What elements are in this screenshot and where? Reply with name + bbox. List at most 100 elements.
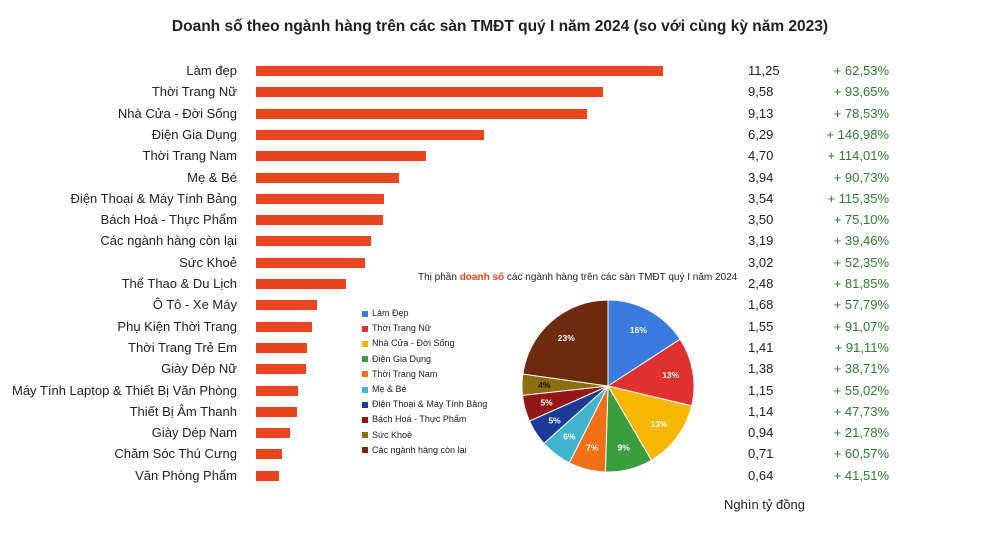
bar — [256, 428, 291, 439]
pie-title-part-3: các ngành hàng trên các sàn TMĐT quý I n… — [504, 272, 738, 283]
category-label: Làm đẹp — [186, 63, 237, 78]
value-label: 9,58 — [748, 84, 774, 100]
legend-label: Thời Trang Nữ — [372, 323, 431, 334]
legend-swatch — [362, 386, 368, 393]
legend-label: Bách Hoá - Thực Phẩm — [372, 414, 467, 425]
change-label: + 52,35% — [833, 254, 889, 270]
value-label: 11,25 — [748, 63, 780, 78]
bar — [256, 257, 366, 268]
legend-item: Bách Hoá - Thực Phẩm — [362, 414, 466, 424]
pie-title-highlight: doanh số — [459, 272, 505, 283]
category-label: Mẹ & Bé — [187, 169, 237, 185]
pie-slice — [606, 385, 693, 461]
bar — [256, 66, 664, 76]
bar — [256, 406, 298, 417]
legend-label: Thời Trang Nam — [372, 368, 438, 379]
bar — [256, 108, 587, 119]
legend-swatch — [362, 432, 368, 439]
category-label: Giày Dép Nữ — [161, 361, 237, 377]
value-label: 1,15 — [748, 382, 774, 398]
category-label: Thời Trang Nữ — [151, 84, 237, 100]
change-label: + 90,73% — [833, 169, 889, 185]
value-label: 9,13 — [748, 105, 774, 121]
pie-slice-label: 13% — [662, 370, 679, 380]
value-label: 3,50 — [748, 212, 774, 228]
legend-swatch — [362, 310, 368, 317]
legend-item: Sức Khoẻ — [362, 430, 412, 440]
legend-swatch — [362, 371, 368, 378]
pie-title: Thị phần doanh số các ngành hàng trên cá… — [418, 272, 737, 283]
value-label: 6,29 — [748, 126, 774, 142]
category-label: Các ngành hàng còn lại — [100, 233, 237, 249]
legend-label: Mẹ & Bé — [372, 384, 407, 394]
value-label: 0,64 — [748, 467, 774, 483]
bar — [256, 385, 298, 396]
legend-swatch — [362, 325, 368, 332]
change-label: + 38,71% — [833, 361, 889, 377]
pie-slice — [522, 299, 609, 387]
value-label: 1,55 — [748, 318, 774, 334]
change-label: + 41,51% — [833, 467, 889, 483]
change-label: + 78,53% — [833, 105, 889, 121]
legend-swatch — [362, 401, 368, 408]
legend-swatch — [362, 341, 368, 348]
bar — [256, 364, 306, 375]
legend-item: Mẹ & Bé — [362, 384, 407, 394]
legend-swatch — [362, 447, 368, 454]
legend-item: Nhà Cửa - Đời Sống — [362, 338, 454, 348]
change-label: + 39,46% — [833, 233, 889, 249]
legend-item: Thời Trang Nữ — [362, 323, 431, 333]
value-label: 0,94 — [748, 425, 774, 441]
category-label: Điện Gia Dụng — [151, 126, 237, 142]
bar — [256, 215, 383, 226]
legend-swatch — [362, 356, 368, 363]
category-label: Ô Tô - Xe Máy — [152, 297, 237, 313]
change-label: + 91,07% — [833, 318, 889, 334]
pie-slice — [607, 299, 681, 387]
pie-slice-label: 5% — [540, 398, 553, 408]
pie-title-part-1: Thị phần — [418, 272, 460, 283]
pie-slice-label: 16% — [630, 325, 647, 335]
value-label: 3,02 — [748, 254, 774, 270]
bar — [256, 279, 346, 289]
value-label: 0,71 — [748, 446, 774, 462]
change-label: + 57,79% — [833, 297, 889, 313]
legend-item: Điện Gia Dụng — [362, 354, 431, 364]
value-label: 1,68 — [748, 297, 774, 313]
value-label: 1,14 — [748, 403, 774, 419]
change-label: + 47,73% — [833, 403, 889, 419]
unit-note: Nghìn tỷ đồng — [724, 497, 805, 512]
change-label: + 55,02% — [833, 382, 889, 398]
value-label: 1,41 — [748, 339, 774, 355]
legend-item: Điện Thoại & Máy Tính Bảng — [362, 399, 487, 409]
change-label: + 146,98% — [826, 126, 889, 142]
legend-label: Nhà Cửa - Đời Sống — [372, 338, 455, 349]
pie-slice — [606, 338, 695, 407]
change-label: + 21,78% — [833, 425, 889, 441]
pie-slice-label: 6% — [563, 432, 576, 442]
bar — [256, 470, 280, 481]
pie-slice-label: 13% — [651, 419, 668, 429]
change-label: + 81,85% — [833, 276, 889, 291]
value-label: 2,48 — [748, 276, 774, 291]
change-label: + 114,01% — [827, 148, 889, 164]
pie-slice-label: 5% — [548, 416, 561, 426]
category-label: Thời Trang Nam — [142, 148, 238, 164]
bar — [256, 236, 372, 247]
change-label: + 62,53% — [833, 63, 889, 78]
category-label: Phụ Kiện Thời Trang — [117, 318, 237, 334]
category-label: Thời Trang Trẻ Em — [128, 339, 237, 355]
category-label: Văn Phòng Phẩm — [135, 467, 237, 483]
change-label: + 75,10% — [833, 212, 889, 228]
legend-item: Thời Trang Nam — [362, 369, 437, 379]
legend-label: Sức Khoẻ — [372, 429, 413, 440]
legend-label: Làm Đẹp — [372, 308, 409, 318]
category-label: Bách Hoá - Thực Phẩm — [100, 212, 237, 228]
category-label: Thiết Bị Âm Thanh — [129, 403, 237, 419]
category-label: Nhà Cửa - Đời Sống — [117, 105, 237, 121]
bar — [256, 449, 282, 460]
legend-item: Làm Đẹp — [362, 308, 409, 318]
bar — [256, 321, 313, 332]
legend-item: Các ngành hàng còn lại — [362, 445, 467, 455]
